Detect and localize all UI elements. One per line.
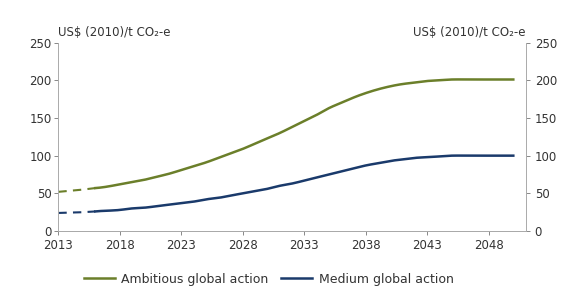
Medium global action bbox=[339, 169, 346, 173]
Ambitious global action bbox=[444, 78, 451, 81]
Text: US$ (2010)/t CO₂-e: US$ (2010)/t CO₂-e bbox=[58, 26, 171, 39]
Ambitious global action bbox=[347, 97, 354, 100]
Ambitious global action bbox=[93, 186, 100, 190]
Medium global action bbox=[92, 210, 99, 213]
Medium global action bbox=[93, 209, 100, 213]
Medium global action bbox=[453, 154, 460, 157]
Medium global action bbox=[347, 167, 354, 171]
Medium global action bbox=[340, 169, 347, 173]
Medium global action bbox=[472, 154, 479, 157]
Ambitious global action bbox=[340, 100, 347, 103]
Medium global action bbox=[510, 154, 517, 157]
Medium global action bbox=[444, 154, 451, 158]
Ambitious global action bbox=[453, 78, 460, 81]
Line: Ambitious global action: Ambitious global action bbox=[95, 79, 513, 188]
Text: US$ (2010)/t CO₂-e: US$ (2010)/t CO₂-e bbox=[413, 26, 526, 39]
Line: Medium global action: Medium global action bbox=[95, 156, 513, 212]
Ambitious global action bbox=[92, 186, 99, 190]
Legend: Ambitious global action, Medium global action: Ambitious global action, Medium global a… bbox=[79, 268, 458, 291]
Ambitious global action bbox=[339, 100, 346, 104]
Ambitious global action bbox=[510, 78, 517, 81]
Ambitious global action bbox=[472, 78, 479, 81]
